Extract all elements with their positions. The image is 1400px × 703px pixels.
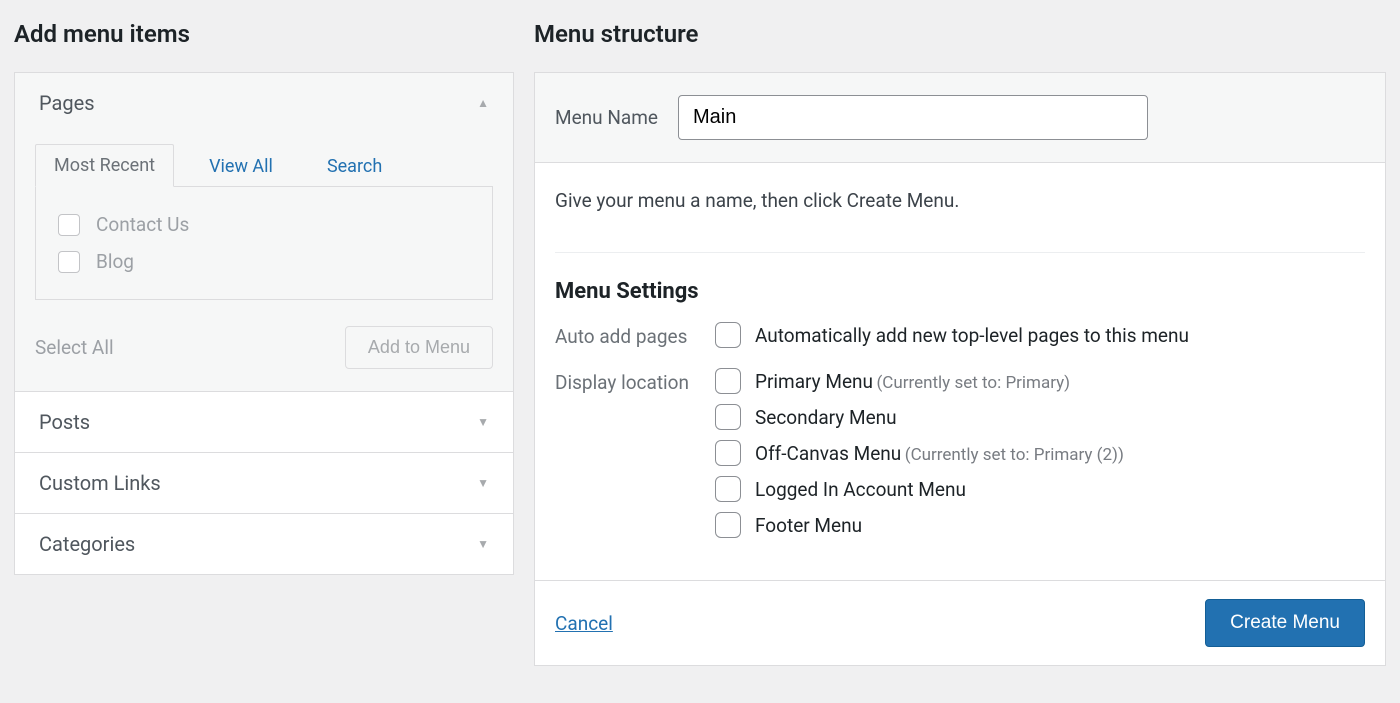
option-row: Automatically add new top-level pages to… <box>715 322 1365 348</box>
accordion-body-pages: Most Recent View All Search Contact Us B… <box>15 133 513 391</box>
menu-name-label: Menu Name <box>555 106 658 129</box>
auto-add-checkbox[interactable] <box>715 322 741 348</box>
location-checkbox[interactable] <box>715 440 741 466</box>
location-checkbox[interactable] <box>715 368 741 394</box>
setting-auto-add-pages: Auto add pages Automatically add new top… <box>555 322 1365 358</box>
location-label: Footer Menu <box>755 514 862 537</box>
accordion-toggle-pages[interactable]: Pages ▲ <box>15 73 513 133</box>
location-option-offcanvas: Off-Canvas Menu (Currently set to: Prima… <box>715 440 1365 466</box>
add-to-menu-button[interactable]: Add to Menu <box>345 326 493 369</box>
cancel-link[interactable]: Cancel <box>555 612 613 635</box>
location-label: Off-Canvas Menu <box>755 442 901 465</box>
select-all-link[interactable]: Select All <box>35 336 114 359</box>
auto-add-option-label: Automatically add new top-level pages to… <box>755 324 1189 347</box>
page-item-row: Contact Us <box>58 213 470 236</box>
menu-items-accordion: Pages ▲ Most Recent View All Search Cont… <box>14 72 514 575</box>
page-item-label: Blog <box>96 250 134 273</box>
add-items-heading: Add menu items <box>14 20 514 48</box>
location-option-footer: Footer Menu <box>715 512 1365 538</box>
location-label: Logged In Account Menu <box>755 478 966 501</box>
accordion-section-categories: Categories ▼ <box>15 514 513 574</box>
page-item-row: Blog <box>58 250 470 273</box>
menu-name-header: Menu Name <box>535 73 1385 163</box>
display-location-label: Display location <box>555 368 715 394</box>
location-checkbox[interactable] <box>715 476 741 502</box>
location-label: Primary Menu <box>755 370 873 393</box>
accordion-title: Categories <box>39 532 135 556</box>
display-location-options: Primary Menu (Currently set to: Primary)… <box>715 368 1365 548</box>
auto-add-options: Automatically add new top-level pages to… <box>715 322 1365 358</box>
add-menu-items-column: Add menu items Pages ▲ Most Recent View … <box>14 14 514 666</box>
page-item-checkbox[interactable] <box>58 251 80 273</box>
menu-settings-title: Menu Settings <box>555 279 1365 304</box>
location-checkbox[interactable] <box>715 512 741 538</box>
accordion-title: Custom Links <box>39 471 161 495</box>
tab-search[interactable]: Search <box>308 145 401 187</box>
create-menu-button[interactable]: Create Menu <box>1205 599 1365 647</box>
accordion-section-pages: Pages ▲ Most Recent View All Search Cont… <box>15 73 513 392</box>
location-note: (Currently set to: Primary) <box>876 373 1070 393</box>
location-checkbox[interactable] <box>715 404 741 430</box>
tab-most-recent[interactable]: Most Recent <box>35 144 174 187</box>
page-container: Add menu items Pages ▲ Most Recent View … <box>0 0 1400 680</box>
chevron-down-icon: ▼ <box>477 537 489 551</box>
pages-tab-panel: Contact Us Blog <box>35 186 493 300</box>
chevron-down-icon: ▼ <box>477 415 489 429</box>
tab-view-all[interactable]: View All <box>190 145 292 187</box>
accordion-section-posts: Posts ▼ <box>15 392 513 453</box>
pages-actions: Select All Add to Menu <box>35 326 493 369</box>
accordion-toggle-posts[interactable]: Posts ▼ <box>15 392 513 452</box>
menu-instructions: Give your menu a name, then click Create… <box>555 189 1365 253</box>
accordion-title: Posts <box>39 410 90 434</box>
menu-structure-column: Menu structure Menu Name Give your menu … <box>534 14 1386 666</box>
menu-structure-heading: Menu structure <box>534 20 1386 48</box>
chevron-up-icon: ▲ <box>477 96 489 110</box>
page-item-checkbox[interactable] <box>58 214 80 236</box>
setting-display-location: Display location Primary Menu (Currently… <box>555 368 1365 548</box>
page-item-label: Contact Us <box>96 213 189 236</box>
accordion-toggle-custom-links[interactable]: Custom Links ▼ <box>15 453 513 513</box>
location-option-secondary: Secondary Menu <box>715 404 1365 430</box>
menu-structure-footer: Cancel Create Menu <box>535 580 1385 665</box>
accordion-section-custom-links: Custom Links ▼ <box>15 453 513 514</box>
location-option-logged-in: Logged In Account Menu <box>715 476 1365 502</box>
chevron-down-icon: ▼ <box>477 476 489 490</box>
menu-name-input[interactable] <box>678 95 1148 140</box>
menu-structure-body: Give your menu a name, then click Create… <box>535 163 1385 580</box>
location-option-primary: Primary Menu (Currently set to: Primary) <box>715 368 1365 394</box>
location-note: (Currently set to: Primary (2)) <box>905 445 1124 465</box>
pages-tabs: Most Recent View All Search <box>35 133 493 186</box>
menu-structure-panel: Menu Name Give your menu a name, then cl… <box>534 72 1386 666</box>
accordion-toggle-categories[interactable]: Categories ▼ <box>15 514 513 574</box>
accordion-title: Pages <box>39 91 95 115</box>
auto-add-label: Auto add pages <box>555 322 715 348</box>
location-label: Secondary Menu <box>755 406 897 429</box>
